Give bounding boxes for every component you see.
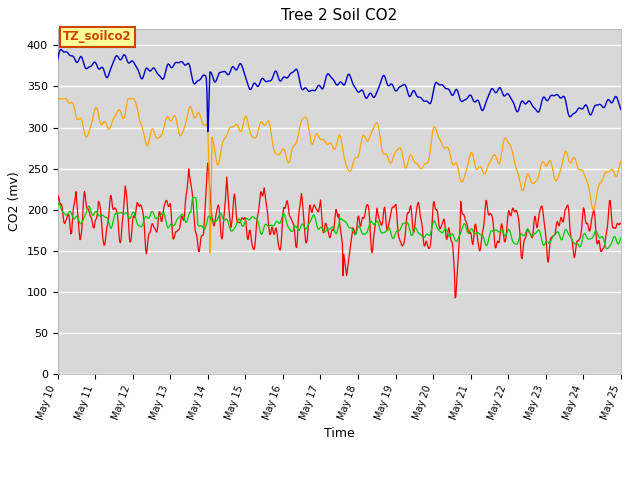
Y-axis label: CO2 (mv): CO2 (mv) bbox=[8, 172, 21, 231]
Text: TZ_soilco2: TZ_soilco2 bbox=[63, 30, 132, 43]
X-axis label: Time: Time bbox=[324, 427, 355, 440]
Title: Tree 2 Soil CO2: Tree 2 Soil CO2 bbox=[281, 9, 397, 24]
